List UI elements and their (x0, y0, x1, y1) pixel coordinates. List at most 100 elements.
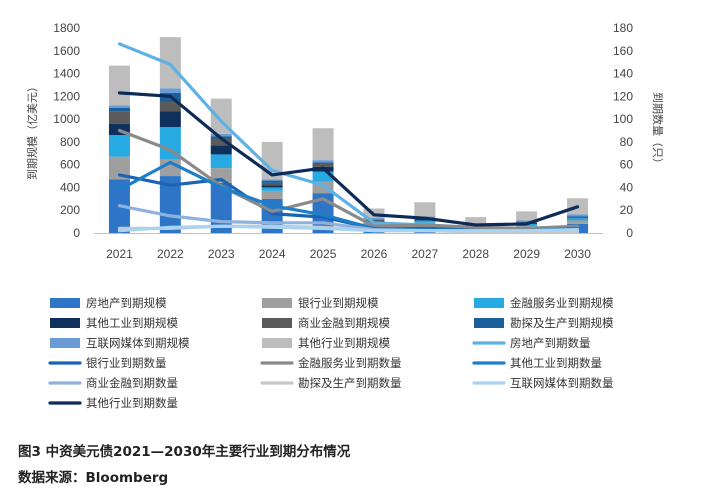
legend-label: 房地产到期数量 (510, 336, 591, 350)
maturity-chart: 0 200 400 600 800 1000 1200 1400 1600 1800 0 20 40 6… (25, 21, 664, 410)
y-tick-label-left: 800 (60, 135, 80, 149)
bar-segment (159, 88, 181, 93)
bar-segment (108, 65, 130, 106)
count-line (117, 224, 580, 233)
bar-segment (261, 180, 283, 183)
bar-segment (567, 220, 589, 224)
bar-segment (312, 171, 334, 182)
bar-segment (516, 211, 538, 221)
legend-swatch-bar (474, 318, 504, 328)
y-axis-right: 0 20 40 60 80 100 120 140 160 180 (613, 21, 633, 240)
bar-segment (516, 220, 538, 222)
y-tick-label-left: 200 (60, 203, 80, 217)
y-tick-label-right: 180 (613, 21, 633, 35)
bar-segment (363, 217, 385, 220)
bar-segment (567, 217, 589, 218)
bar-segment (261, 190, 283, 199)
x-tick-label: 2028 (462, 247, 489, 261)
bar-segment (108, 111, 130, 124)
x-tick-label: 2023 (208, 247, 235, 261)
legend-label: 勘探及生产到期数量 (298, 376, 402, 390)
bar-segment (261, 187, 283, 191)
bar-segment (159, 111, 181, 128)
y-tick-label-right: 80 (620, 135, 634, 149)
bar-segment (567, 217, 589, 219)
bar-segment (159, 127, 181, 159)
bar-segment (210, 138, 232, 146)
bar-segment (108, 105, 130, 108)
y-tick-label-left: 600 (60, 158, 80, 172)
bar-segment (312, 163, 334, 167)
legend-swatch-bar (262, 318, 292, 328)
legend-label: 金融服务业到期数量 (298, 356, 402, 370)
count-line (117, 128, 580, 230)
legend-label: 商业金融到期规模 (298, 316, 390, 330)
bar-segment (108, 135, 130, 157)
count-line (117, 42, 580, 230)
bar-segment (414, 202, 436, 217)
bar-segment (363, 219, 385, 220)
legend-label: 商业金融到期数量 (86, 376, 178, 390)
x-axis: 2021 2022 2023 2024 2025 2026 2027 2028 2029 2030 (94, 233, 603, 261)
data-source: 数据来源：Bloomberg (18, 470, 169, 486)
count-line (117, 91, 580, 227)
x-tick-label: 2024 (259, 247, 286, 261)
bar-segment (210, 145, 232, 155)
y-tick-label-right: 0 (626, 226, 633, 240)
legend-label: 其他行业到期规模 (298, 336, 390, 350)
x-tick-label: 2029 (513, 247, 540, 261)
y-tick-label-right: 140 (613, 67, 633, 81)
legend-label: 互联网媒体到期数量 (510, 376, 614, 390)
legend-label: 银行业到期数量 (86, 356, 167, 370)
bar-segment (567, 216, 589, 218)
bar-segment (414, 219, 436, 221)
x-tick-label: 2025 (310, 247, 337, 261)
y-tick-label-right: 160 (613, 44, 633, 58)
legend-swatch-bar (262, 298, 292, 308)
legend-label: 银行业到期规模 (298, 296, 379, 310)
legend-swatch-bar (50, 298, 80, 308)
y-axis-title-left: 到期规模（亿美元） (25, 81, 39, 180)
y-tick-label-left: 1000 (53, 112, 80, 126)
legend-label: 其他工业到期规模 (86, 316, 178, 330)
bar-segment (261, 179, 283, 181)
bar-segment (210, 133, 232, 137)
bar-segment (312, 128, 334, 161)
legend-label: 其他行业到期数量 (86, 396, 178, 410)
legend: 房地产到期规模 银行业到期规模 金融服务业到期规模其他工业到期规模 商业金融到期规模勘… (48, 296, 614, 410)
count-lines (117, 42, 580, 234)
y-tick-label-left: 0 (73, 226, 80, 240)
bar-segment (363, 219, 385, 222)
legend-swatch-bar (50, 338, 80, 348)
figure-caption: 图3 中资美元债2021—2030年主要行业到期分布情况 (18, 444, 351, 460)
legend-label: 房地产到期规模 (86, 296, 167, 310)
y-axis-title-right: 到期数量（只） (651, 92, 664, 169)
legend-label: 互联网媒体到期规模 (86, 336, 190, 350)
bar-segment (567, 218, 589, 221)
legend-label: 勘探及生产到期规模 (510, 316, 614, 330)
y-tick-label-left: 1200 (53, 89, 80, 103)
bar-segment (210, 154, 232, 169)
bar-segment (159, 102, 181, 112)
bar-segment (414, 220, 436, 223)
count-line (117, 160, 580, 233)
legend-label: 金融服务业到期规模 (510, 296, 614, 310)
legend-swatch-bar (50, 318, 80, 328)
y-tick-label-left: 400 (60, 180, 80, 194)
y-axis-left: 0 200 400 600 800 1000 1200 1400 1600 1800 (53, 21, 80, 240)
bar-segment (108, 156, 130, 180)
bar-segment (516, 221, 538, 223)
bar-segment (261, 185, 283, 188)
y-tick-label-right: 60 (620, 158, 634, 172)
y-tick-label-left: 1600 (53, 44, 80, 58)
y-tick-label-right: 40 (620, 180, 634, 194)
bar-segment (567, 214, 589, 217)
x-tick-label: 2022 (157, 247, 184, 261)
bar-segment (465, 217, 487, 224)
x-tick-label: 2027 (411, 247, 438, 261)
y-tick-label-right: 20 (620, 203, 634, 217)
bar-segment (312, 162, 334, 164)
x-tick-label: 2021 (106, 247, 133, 261)
y-tick-label-left: 1400 (53, 67, 80, 81)
y-tick-label-left: 1800 (53, 21, 80, 35)
